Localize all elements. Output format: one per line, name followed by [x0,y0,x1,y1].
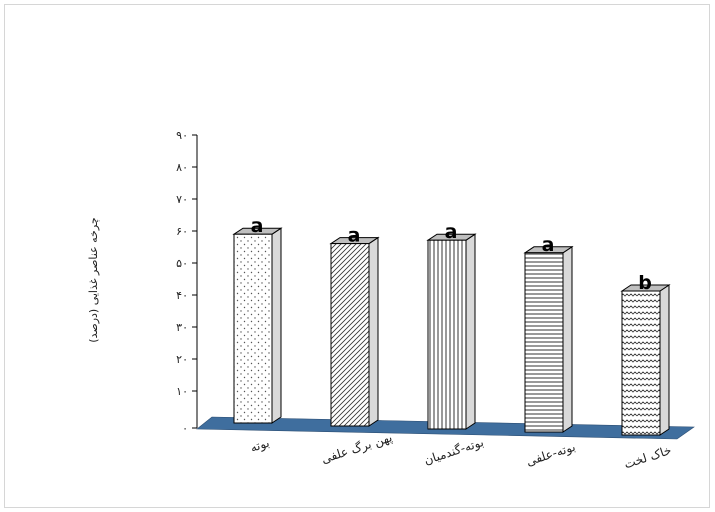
significance-label: a [251,215,264,237]
bar-side [659,284,670,436]
y-axis-title: چرخه عناصر غذایی (درصد) [87,217,100,342]
category-label: بوته-گندمیان [422,435,485,468]
y-tick-label: ۹۰ [176,129,188,142]
bar [620,284,671,436]
bar [329,236,380,427]
bar-front [233,233,273,424]
bar-chart: ۰ ۱۰ ۲۰ ۳۰ ۴۰ ۵۰ ۶۰ ۷۰ ۸۰ ۹۰ چرخه عناصر غذایی (درص… [87,129,695,471]
y-tick-label: ۲۰ [176,353,188,366]
category-label: خاک لخت [622,443,673,471]
y-tick-label: ۰ [182,422,188,435]
category-label: بوته [248,436,271,456]
significance-label: a [542,234,555,256]
y-tick-label: ۳۰ [176,321,188,334]
bar [232,227,283,424]
bar-side [562,245,573,433]
y-tick-label: ۷۰ [176,193,188,206]
chart-frame: ۰ ۱۰ ۲۰ ۳۰ ۴۰ ۵۰ ۶۰ ۷۰ ۸۰ ۹۰ چرخه عناصر غذایی (درص… [4,4,710,508]
bar-front [621,290,661,436]
y-tick-label: ۵۰ [176,257,188,270]
bar-front [427,239,467,430]
bar [426,233,477,430]
y-tick-label: ۶۰ [176,225,188,238]
bar-front [330,243,370,427]
bar-front [524,252,564,433]
bar-side [368,236,379,427]
significance-label: a [348,225,361,247]
category-label: پهن برگ علفی [320,430,395,467]
bar-side [271,227,282,424]
bar [523,245,574,433]
significance-label: b [638,272,652,294]
y-tick-label: ۴۰ [176,289,188,302]
bar-side [465,233,476,430]
category-label: بوته-علفی [524,440,577,470]
y-tick-label: ۸۰ [176,161,188,174]
significance-label: a [445,221,458,243]
y-tick-label: ۱۰ [176,385,188,398]
